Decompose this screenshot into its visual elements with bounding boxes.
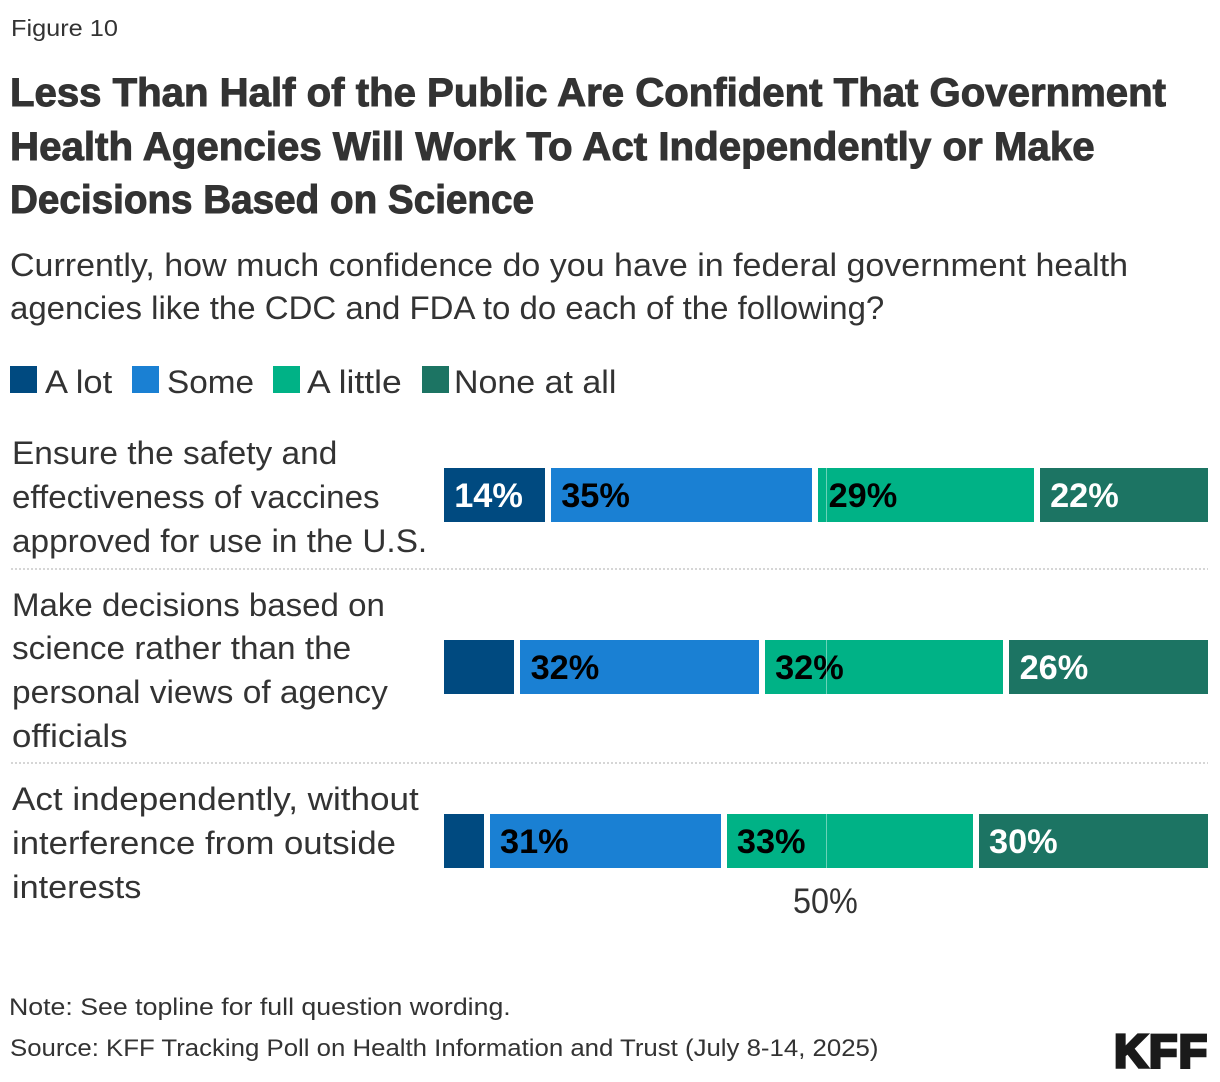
svg-text:KFF: KFF <box>1114 1025 1208 1077</box>
